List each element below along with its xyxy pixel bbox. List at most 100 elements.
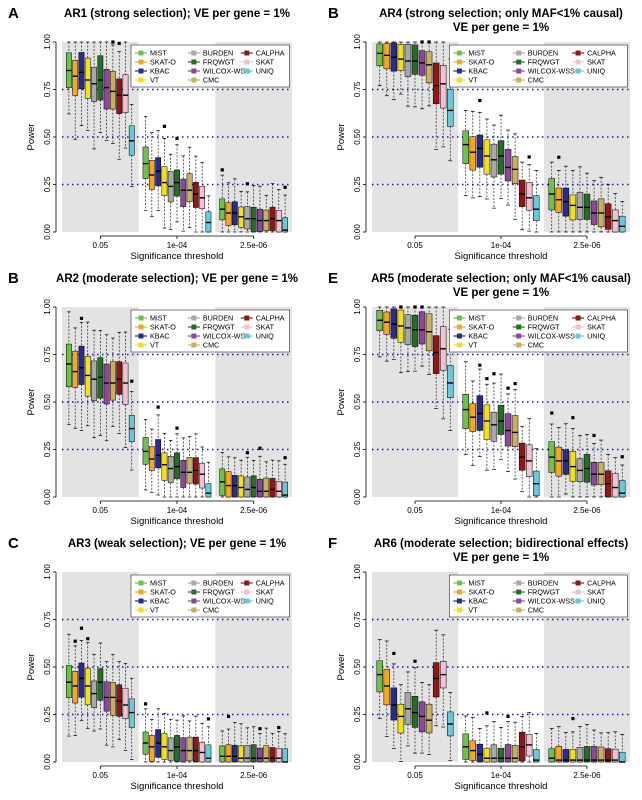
box-burden bbox=[167, 440, 174, 498]
box-iqr bbox=[91, 360, 97, 401]
box-iqr bbox=[383, 43, 391, 70]
box-iqr bbox=[97, 55, 104, 101]
legend-entry: SKAT bbox=[587, 323, 606, 332]
x-tick-label: 2.5e-06 bbox=[573, 506, 601, 515]
outlier-point bbox=[571, 716, 575, 721]
legend-swatch bbox=[456, 342, 462, 348]
box-kbac bbox=[476, 363, 484, 458]
box-iqr bbox=[148, 735, 155, 762]
legend-swatch bbox=[516, 580, 522, 586]
x-tick-label: 1e-04 bbox=[167, 241, 188, 250]
outlier-point bbox=[258, 446, 262, 450]
legend-entry: KBAC bbox=[468, 332, 488, 341]
x-tick-label: 0.05 bbox=[93, 771, 109, 780]
box-iqr bbox=[122, 74, 129, 113]
box-frqwgt bbox=[583, 172, 591, 233]
box-calpha bbox=[518, 715, 526, 763]
box-cmc bbox=[110, 40, 116, 144]
box-wilcox-wss bbox=[180, 437, 187, 498]
box-iqr bbox=[462, 393, 469, 429]
legend-entry: FRQWGT bbox=[528, 323, 561, 332]
box-uniq bbox=[128, 677, 135, 760]
panel-b-1: B AR4 (strong selection; only MAF<1% caus… bbox=[328, 5, 630, 262]
box-wilcox-wss bbox=[504, 129, 512, 206]
panel-title: VE per gene = 1% bbox=[453, 552, 549, 564]
legend-swatch bbox=[575, 68, 581, 74]
x-tick-label: 1e-04 bbox=[167, 506, 188, 515]
box-kbac bbox=[390, 41, 398, 100]
y-tick-label: 1.00 bbox=[43, 34, 52, 50]
legend-swatch bbox=[516, 68, 522, 74]
outlier-point bbox=[73, 639, 77, 643]
y-tick-label: 1.00 bbox=[43, 299, 52, 315]
box-cmc bbox=[511, 133, 519, 220]
box-iqr bbox=[411, 696, 419, 728]
legend-entry: CALPHA bbox=[587, 314, 616, 323]
box-cmc bbox=[186, 146, 193, 228]
legend-entry: SKAT-O bbox=[150, 588, 176, 597]
legend-entry: FRQWGT bbox=[203, 58, 236, 67]
y-tick-label: 1.00 bbox=[353, 299, 362, 315]
box-vt bbox=[238, 723, 244, 763]
box-calpha bbox=[432, 306, 440, 409]
box-iqr bbox=[142, 146, 149, 179]
box-frqwgt bbox=[497, 373, 505, 460]
box-vt bbox=[84, 321, 91, 427]
box-mist bbox=[142, 702, 149, 763]
outlier-point bbox=[492, 372, 496, 376]
box-wilcox-wss bbox=[180, 155, 187, 232]
legend-entry: CALPHA bbox=[256, 314, 285, 323]
legend-swatch bbox=[244, 50, 250, 56]
legend-swatch bbox=[456, 77, 462, 83]
box-calpha bbox=[518, 161, 526, 231]
box-skat bbox=[199, 162, 206, 233]
box-iqr bbox=[244, 206, 251, 230]
box-skat-o bbox=[72, 639, 79, 736]
box-iqr bbox=[282, 748, 288, 763]
box-iqr bbox=[619, 480, 626, 498]
box-frqwgt bbox=[97, 41, 104, 134]
box-skat-o bbox=[555, 155, 563, 233]
box-frqwgt bbox=[583, 434, 591, 498]
legend-swatch bbox=[456, 607, 462, 613]
box-iqr bbox=[225, 744, 232, 763]
legend-swatch bbox=[456, 315, 462, 321]
box-iqr bbox=[180, 737, 187, 763]
y-tick-label: 0.75 bbox=[353, 346, 362, 362]
box-frqwgt bbox=[411, 41, 419, 108]
legend-entry: BURDEN bbox=[203, 49, 233, 58]
box-iqr bbox=[383, 311, 391, 335]
box-iqr bbox=[72, 671, 79, 704]
box-mist bbox=[66, 633, 72, 737]
box-mist bbox=[548, 161, 555, 233]
legend-swatch bbox=[456, 580, 462, 586]
box-frqwgt bbox=[97, 642, 104, 730]
box-iqr bbox=[66, 343, 72, 388]
y-tick-label: 0.50 bbox=[43, 394, 52, 410]
panel-label: F bbox=[328, 535, 337, 552]
box-iqr bbox=[476, 134, 484, 168]
legend-entry: CMC bbox=[528, 76, 544, 85]
box-skat bbox=[122, 41, 129, 149]
box-skat bbox=[122, 331, 129, 448]
box-iqr bbox=[219, 745, 226, 763]
box-mist bbox=[142, 116, 149, 211]
box-calpha bbox=[604, 453, 612, 498]
outlier-point bbox=[392, 651, 396, 656]
box-burden bbox=[576, 726, 584, 763]
legend-entry: UNIQ bbox=[256, 597, 274, 606]
box-calpha bbox=[269, 183, 276, 233]
box-cmc bbox=[186, 436, 193, 498]
box-iqr bbox=[619, 751, 626, 763]
box-mist bbox=[219, 730, 226, 763]
box-iqr bbox=[161, 166, 168, 196]
legend-entry: WILCOX-WSS bbox=[203, 67, 250, 76]
box-vt bbox=[569, 169, 577, 233]
box-iqr bbox=[238, 475, 244, 498]
box-cmc bbox=[511, 721, 519, 763]
legend-entry: MiST bbox=[150, 579, 167, 588]
x-tick-label: 0.05 bbox=[407, 241, 423, 250]
box-iqr bbox=[447, 89, 454, 127]
box-burden bbox=[490, 721, 498, 763]
outlier-point bbox=[130, 379, 134, 383]
